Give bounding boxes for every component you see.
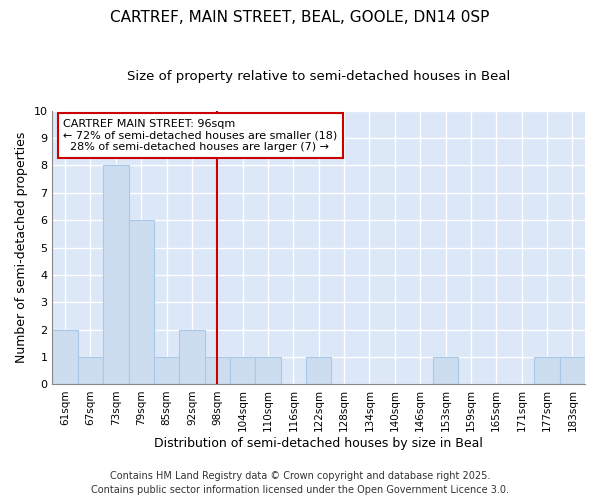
Bar [179,330,205,384]
Bar [306,357,331,384]
Bar [534,357,560,384]
Text: CARTREF, MAIN STREET, BEAL, GOOLE, DN14 0SP: CARTREF, MAIN STREET, BEAL, GOOLE, DN14 … [110,10,490,25]
Bar [205,357,230,384]
X-axis label: Distribution of semi-detached houses by size in Beal: Distribution of semi-detached houses by … [154,437,483,450]
Bar [103,166,128,384]
Text: CARTREF MAIN STREET: 96sqm
← 72% of semi-detached houses are smaller (18)
  28% : CARTREF MAIN STREET: 96sqm ← 72% of semi… [63,119,337,152]
Text: Contains HM Land Registry data © Crown copyright and database right 2025.
Contai: Contains HM Land Registry data © Crown c… [91,471,509,495]
Y-axis label: Number of semi-detached properties: Number of semi-detached properties [15,132,28,363]
Bar [128,220,154,384]
Bar [256,357,281,384]
Bar [52,330,78,384]
Bar [78,357,103,384]
Bar [560,357,585,384]
Bar [230,357,256,384]
Bar [433,357,458,384]
Bar [154,357,179,384]
Title: Size of property relative to semi-detached houses in Beal: Size of property relative to semi-detach… [127,70,511,83]
